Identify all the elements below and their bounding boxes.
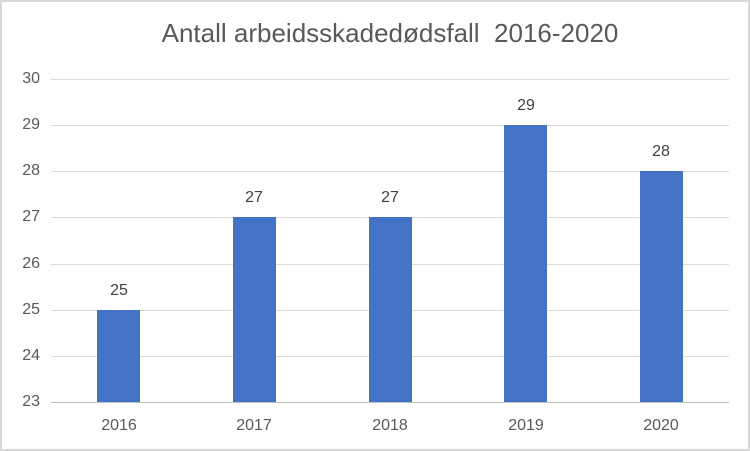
y-gridline xyxy=(51,171,729,172)
data-label-2019: 29 xyxy=(517,97,535,114)
y-axis-tick-label: 23 xyxy=(22,393,40,410)
data-label-2020: 28 xyxy=(652,143,670,160)
y-axis-tick-label: 24 xyxy=(22,347,40,364)
y-axis-tick-label: 30 xyxy=(22,70,40,87)
data-label-2017: 27 xyxy=(245,189,263,206)
bar-2020 xyxy=(640,171,683,402)
bar-2016 xyxy=(97,310,140,402)
y-gridline xyxy=(51,125,729,126)
y-axis-tick-label: 28 xyxy=(22,162,40,179)
data-label-2016: 25 xyxy=(110,282,128,299)
chart-title: Antall arbeidsskadedødsfall 2016-2020 xyxy=(161,18,619,48)
y-axis-tick-label: 26 xyxy=(22,255,40,272)
x-axis-tick-label: 2018 xyxy=(372,417,408,434)
y-gridline xyxy=(51,79,729,80)
bar-2019 xyxy=(504,125,547,402)
x-axis-tick-label: 2020 xyxy=(643,417,679,434)
data-label-2018: 27 xyxy=(381,189,399,206)
bar-2017 xyxy=(233,217,276,402)
y-axis-tick-label: 27 xyxy=(22,208,40,225)
x-axis-tick-label: 2017 xyxy=(236,417,272,434)
y-axis-tick-label: 25 xyxy=(22,301,40,318)
bar-2018 xyxy=(369,217,412,402)
y-axis-tick-label: 29 xyxy=(22,116,40,133)
x-axis-tick-label: 2016 xyxy=(101,417,137,434)
x-axis-tick-label: 2019 xyxy=(508,417,544,434)
x-axis-line xyxy=(51,402,729,403)
